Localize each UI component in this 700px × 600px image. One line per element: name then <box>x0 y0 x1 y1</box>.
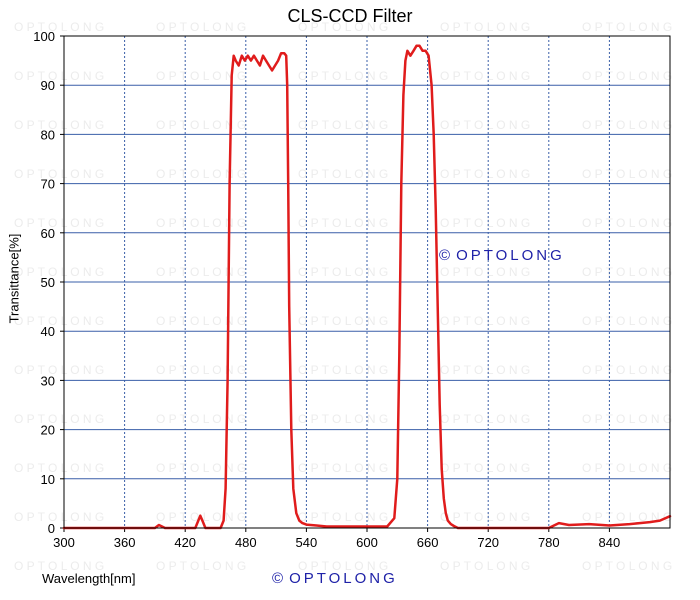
watermark-text: O P T O L O N G <box>156 363 246 377</box>
watermark-text: O P T O L O N G <box>582 363 672 377</box>
watermark-text: O P T O L O N G <box>582 314 672 328</box>
watermark-text: O P T O L O N G <box>298 118 388 132</box>
copyright-mark-footer: © OPTOLONG <box>272 570 398 587</box>
watermark-text: O P T O L O N G <box>440 461 530 475</box>
watermark-text: O P T O L O N G <box>298 461 388 475</box>
watermark-text: O P T O L O N G <box>582 69 672 83</box>
watermark-text: O P T O L O N G <box>582 167 672 181</box>
watermark-text: O P T O L O N G <box>440 363 530 377</box>
x-ticks: 300 360 420 480 540 600 660 720 780 840 <box>53 528 620 550</box>
watermark-text: O P T O L O N G <box>14 216 104 230</box>
x-tick-label: 600 <box>356 535 378 550</box>
y-tick-label: 0 <box>48 521 55 536</box>
watermark-text: O P T O L O N G <box>156 20 246 34</box>
watermark-text: O P T O L O N G <box>298 265 388 279</box>
watermark-text: O P T O L O N G <box>298 167 388 181</box>
watermark-text: O P T O L O N G <box>440 510 530 524</box>
watermark-text: O P T O L O N G <box>582 265 672 279</box>
watermark-text: O P T O L O N G <box>14 314 104 328</box>
y-tick-label: 30 <box>41 373 55 388</box>
watermark-text: O P T O L O N G <box>440 265 530 279</box>
watermark-text: O P T O L O N G <box>156 461 246 475</box>
watermark-text: O P T O L O N G <box>156 265 246 279</box>
y-tick-label: 60 <box>41 226 55 241</box>
watermark-text: O P T O L O N G <box>298 363 388 377</box>
y-tick-label: 70 <box>41 177 55 192</box>
copyright-text: OPTOLONG <box>289 570 398 587</box>
watermark-text: O P T O L O N G <box>582 559 672 573</box>
watermark-text: O P T O L O N G <box>440 216 530 230</box>
copyright-mark-plot: © OPTOLONG <box>439 247 565 264</box>
copyright-text: OPTOLONG <box>456 247 565 264</box>
watermark-text: O P T O L O N G <box>440 118 530 132</box>
watermark-text: O P T O L O N G <box>156 314 246 328</box>
watermark-text: O P T O L O N G <box>14 265 104 279</box>
watermark-text: O P T O L O N G <box>156 69 246 83</box>
watermark-text: O P T O L O N G <box>298 559 388 573</box>
watermark-text: O P T O L O N G <box>298 69 388 83</box>
y-ticks: 0 10 20 30 40 50 60 70 80 90 100 <box>33 29 64 536</box>
copyright-symbol: © <box>439 247 451 264</box>
y-tick-label: 10 <box>41 472 55 487</box>
watermark-text: O P T O L O N G <box>440 69 530 83</box>
chart-title: CLS-CCD Filter <box>287 6 413 26</box>
watermark-text: O P T O L O N G <box>298 510 388 524</box>
watermark-text: O P T O L O N G <box>14 559 104 573</box>
y-axis-label: Transittance[%] <box>6 233 22 324</box>
watermark-text: O P T O L O N G <box>298 20 388 34</box>
watermark-text: O P T O L O N G <box>156 167 246 181</box>
watermark-text: O P T O L O N G <box>298 216 388 230</box>
watermark-text: O P T O L O N G <box>440 412 530 426</box>
watermark-text: O P T O L O N G <box>14 510 104 524</box>
watermark-text: O P T O L O N G <box>440 314 530 328</box>
x-tick-label: 840 <box>599 535 621 550</box>
copyright-symbol: © <box>272 570 284 587</box>
watermark-text: O P T O L O N G <box>582 412 672 426</box>
watermark-text: O P T O L O N G <box>440 167 530 181</box>
watermark-layer: O P T O L O N G O P T O L O N G O P T O L … <box>14 20 672 573</box>
watermark-text: O P T O L O N G <box>298 314 388 328</box>
x-tick-label: 720 <box>477 535 499 550</box>
grid <box>64 36 670 528</box>
transmittance-curve <box>62 44 672 530</box>
series-layer <box>62 44 672 530</box>
y-tick-label: 50 <box>41 275 55 290</box>
x-tick-label: 360 <box>114 535 136 550</box>
watermark-text: O P T O L O N G <box>582 461 672 475</box>
y-tick-label: 40 <box>41 324 55 339</box>
x-tick-label: 480 <box>235 535 257 550</box>
watermark-text: O P T O L O N G <box>582 216 672 230</box>
watermark-text: O P T O L O N G <box>14 20 104 34</box>
y-tick-label: 20 <box>41 423 55 438</box>
watermark-text: O P T O L O N G <box>14 461 104 475</box>
x-axis-label: Wavelength[nm] <box>42 571 136 586</box>
watermark-text: O P T O L O N G <box>156 559 246 573</box>
x-tick-label: 300 <box>53 535 75 550</box>
watermark-text: O P T O L O N G <box>156 216 246 230</box>
y-tick-label: 90 <box>41 78 55 93</box>
watermark-text: O P T O L O N G <box>14 412 104 426</box>
watermark-text: O P T O L O N G <box>582 510 672 524</box>
y-tick-label: 100 <box>33 29 55 44</box>
x-tick-label: 660 <box>417 535 439 550</box>
plot-frame <box>63 35 671 529</box>
watermark-text: O P T O L O N G <box>14 363 104 377</box>
watermark-text: O P T O L O N G <box>582 118 672 132</box>
x-tick-label: 780 <box>538 535 560 550</box>
watermark-text: O P T O L O N G <box>14 69 104 83</box>
watermark-text: O P T O L O N G <box>298 412 388 426</box>
watermark-text: O P T O L O N G <box>440 559 530 573</box>
watermark-text: O P T O L O N G <box>14 118 104 132</box>
x-tick-label: 420 <box>174 535 196 550</box>
watermark-text: O P T O L O N G <box>440 20 530 34</box>
watermark-text: O P T O L O N G <box>582 20 672 34</box>
watermark-text: O P T O L O N G <box>14 167 104 181</box>
y-tick-label: 80 <box>41 127 55 142</box>
x-tick-label: 540 <box>296 535 318 550</box>
watermark-text: O P T O L O N G <box>156 412 246 426</box>
watermark-text: O P T O L O N G <box>156 118 246 132</box>
